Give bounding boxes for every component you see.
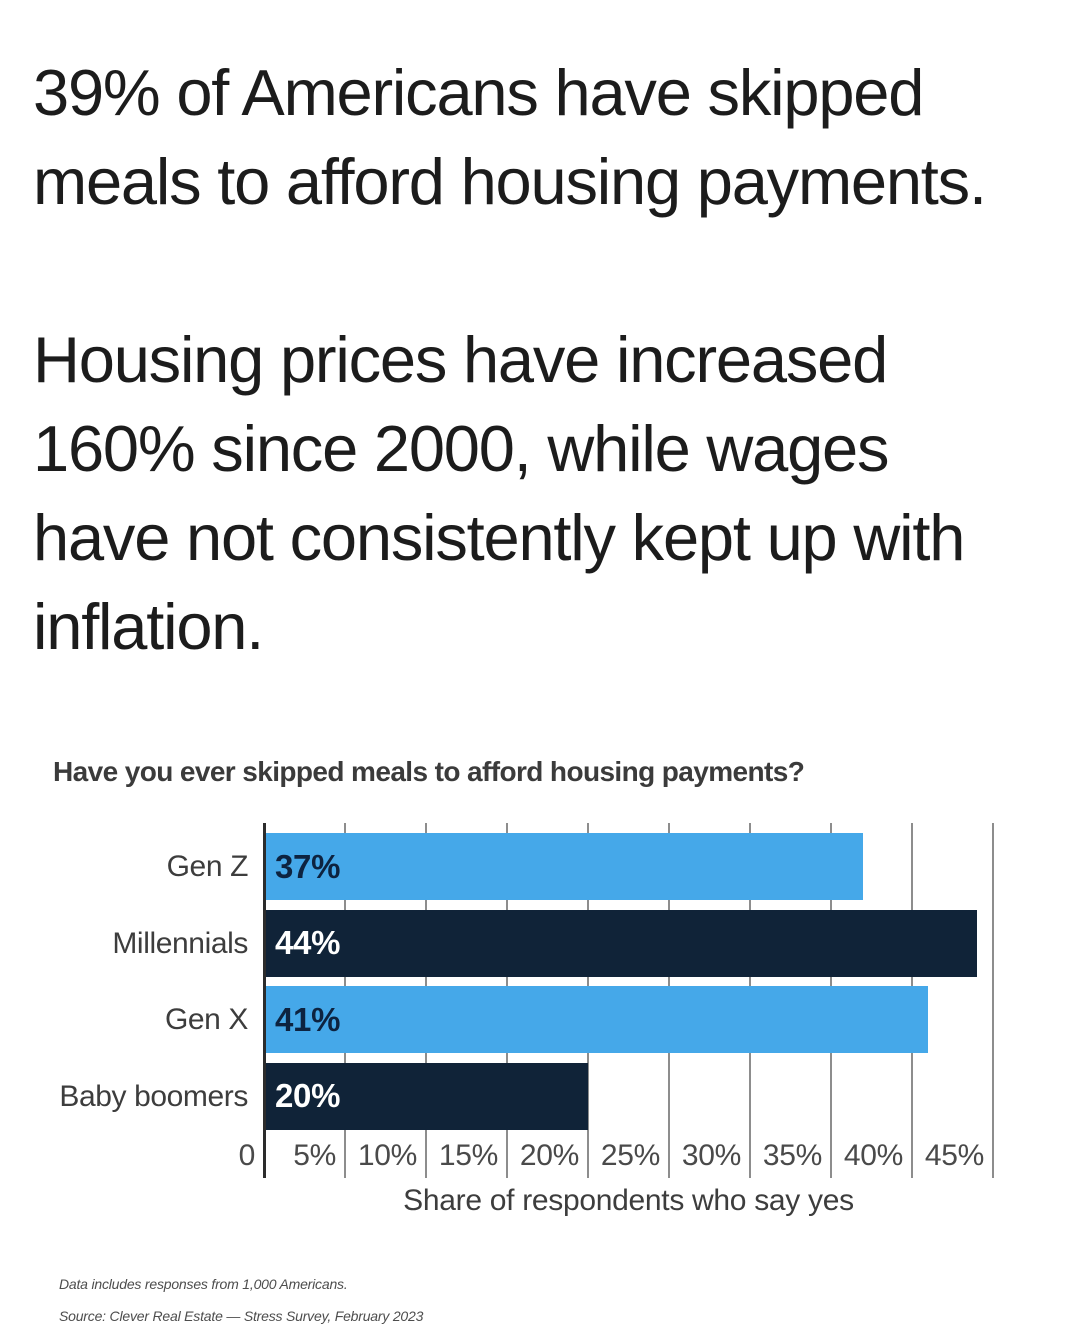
bar-millennials: 44%: [264, 909, 977, 977]
x-tick-45-: 45%: [924, 1139, 984, 1172]
bar-value-gen-x: 41%: [275, 1000, 341, 1038]
headline-line-2: meals to afford housing payments.: [33, 145, 987, 218]
x-axis-title: Share of respondents who say yes: [403, 1184, 854, 1217]
x-tick-30-: 30%: [681, 1139, 741, 1172]
category-label-gen-z: Gen Z: [166, 850, 249, 883]
headline: 39% of Americans have skipped meals to a…: [33, 48, 987, 226]
footnote-data-note: Data includes responses from 1,000 Ameri…: [59, 1276, 348, 1292]
footnote-source: Source: Clever Real Estate — Stress Surv…: [59, 1308, 424, 1324]
y-axis-line: [262, 823, 266, 1178]
bar-gen-z: 37%: [264, 833, 864, 900]
bar-value-baby-boomers: 20%: [275, 1077, 341, 1114]
bar-value-gen-z: 37%: [275, 847, 341, 885]
x-tick-0: 0: [238, 1139, 256, 1172]
bar-baby-boomers: 20%: [264, 1062, 588, 1130]
x-tick-25-: 25%: [600, 1139, 660, 1172]
subheadline-line-2: 160% since 2000, while wages: [33, 412, 889, 485]
chart-title: Have you ever skipped meals to afford ho…: [53, 756, 805, 787]
subheadline-line-4: inflation.: [33, 590, 264, 663]
category-label-gen-x: Gen X: [164, 1003, 248, 1036]
headline-line-1: 39% of Americans have skipped: [33, 56, 924, 129]
subheadline-line-3: have not consistently kept up with: [33, 501, 965, 574]
category-label-baby-boomers: Baby boomers: [59, 1079, 248, 1113]
bar-chart-plot-area: 37% 44% 41% 20%: [262, 823, 994, 1178]
subheadline: Housing prices have increased 160% since…: [33, 315, 965, 671]
gridline-45-: [992, 823, 994, 1178]
bar-gen-x: 41%: [264, 986, 929, 1053]
x-tick-35-: 35%: [762, 1139, 822, 1172]
category-label-millennials: Millennials: [112, 926, 248, 960]
x-tick-5-: 5%: [293, 1139, 336, 1172]
bar-value-millennials: 44%: [275, 924, 341, 961]
category-axis-labels: Gen Z Millennials Gen X Baby boomers: [0, 823, 248, 1178]
x-tick-10-: 10%: [357, 1139, 417, 1172]
subheadline-line-1: Housing prices have increased: [33, 323, 888, 396]
x-axis-tick-labels: 0 5% 10% 15% 20% 25% 30% 35% 40% 45%: [239, 1137, 993, 1175]
x-tick-20-: 20%: [519, 1139, 579, 1172]
x-tick-15-: 15%: [438, 1139, 498, 1172]
x-tick-40-: 40%: [843, 1139, 903, 1172]
